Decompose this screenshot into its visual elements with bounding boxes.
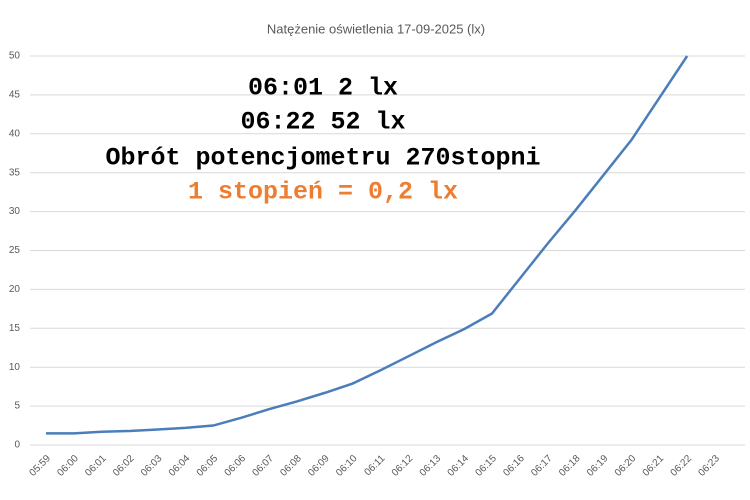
x-tick-label: 06:19 [585,453,611,479]
x-tick-label: 06:06 [223,453,249,479]
x-tick-label: 06:14 [446,453,472,479]
y-tick-label: 45 [9,90,21,101]
y-tick-label: 40 [9,128,21,139]
y-tick-label: 10 [9,362,21,373]
y-tick-label: 25 [9,245,21,256]
x-tick-label: 06:13 [418,453,444,479]
x-tick-label: 06:08 [278,453,304,479]
x-tick-label: 05:59 [28,453,54,479]
annotation: Obrót potencjometru 270stopni [105,144,540,173]
x-tick-label: 06:05 [195,453,221,479]
data-line [46,55,689,435]
y-tick-label: 15 [9,323,21,334]
y-tick-label: 20 [9,284,21,295]
x-tick-label: 06:18 [557,453,583,479]
x-tick-label: 06:17 [529,453,555,479]
y-tick-label: 0 [14,440,20,451]
x-tick-label: 06:07 [251,453,277,479]
y-tick-label: 30 [9,206,21,217]
x-tick-label: 06:22 [669,453,695,479]
annotation: 1 stopień = 0,2 lx [188,178,458,207]
y-tick-label: 5 [14,401,20,412]
y-tick-label: 50 [9,51,21,62]
x-tick-label: 06:23 [697,453,723,479]
x-tick-label: 06:02 [111,453,137,479]
x-tick-label: 06:11 [363,453,388,478]
annotation: 06:01 2 lx [248,74,398,103]
x-tick-label: 06:04 [167,453,193,479]
x-tick-label: 06:21 [641,453,667,479]
y-tick-label: 35 [9,167,21,178]
x-tick-label: 06:16 [501,453,527,479]
annotation: 06:22 52 lx [240,108,405,137]
x-tick-label: 06:09 [306,453,332,479]
x-tick-label: 06:03 [139,453,165,479]
chart-title: Natężenie oświetlenia 17-09-2025 (lx) [267,21,485,36]
x-tick-label: 06:20 [613,453,639,479]
x-tick-label: 06:15 [474,453,500,479]
x-tick-label: 06:12 [390,453,416,479]
x-tick-label: 06:01 [83,453,109,479]
x-tick-label: 06:10 [334,453,360,479]
x-tick-label: 06:00 [55,453,81,479]
